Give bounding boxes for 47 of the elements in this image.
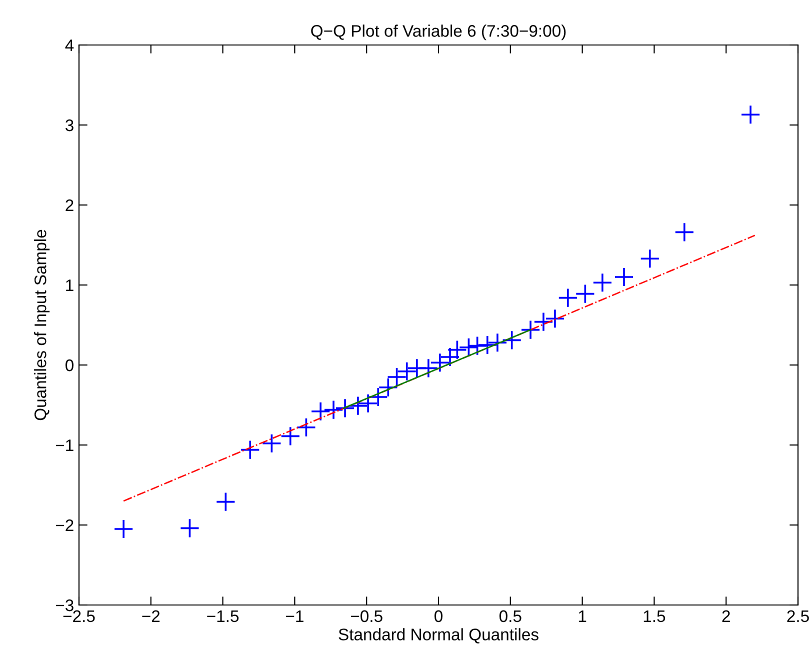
point [558,288,578,308]
point [614,267,634,287]
point [418,358,438,378]
x-tick-label: −0.5 [350,610,382,622]
point [520,320,540,340]
point [180,518,200,538]
point [240,440,260,460]
x-tick-label: 1 [578,610,586,622]
point [280,426,300,446]
x-tick-label: 2.5 [787,610,809,622]
x-tick-label: −1.5 [207,610,239,622]
point [262,433,282,454]
point [640,248,660,269]
y-tick-label: 3 [66,119,74,132]
y-tick-label: 0 [66,359,74,372]
y-tick-label: 4 [65,40,74,52]
point [575,284,596,304]
x-tick-label: −2 [142,610,160,622]
point [674,222,694,242]
point [545,308,565,329]
y-axis-title: Quantiles of Input Sample [34,230,50,420]
point [488,332,508,353]
x-tick-label: 0.5 [499,610,522,622]
point [534,312,554,332]
point [324,400,344,420]
x-tick-label: −1 [286,610,304,622]
y-tick-label: 2 [66,199,74,212]
chart-title: Q−Q Plot of Variable 6 (7:30−9:00) [311,24,566,40]
point [592,272,612,293]
y-tick-label: −2 [56,519,74,532]
x-tick-label: 1.5 [644,610,666,622]
point [348,396,368,416]
point [114,519,134,539]
point [296,417,316,438]
point [502,330,522,350]
point [310,401,331,422]
point [335,398,355,418]
point [477,335,498,355]
y-tick-label: −1 [56,440,74,452]
point [216,492,236,512]
x-axis-title: Standard Normal Quantiles [338,628,538,644]
y-tick-label: −3 [56,599,74,612]
x-tick-label: −2.5 [63,610,95,622]
x-tick-label: 0 [434,610,442,622]
y-tick-label: 1 [66,280,74,292]
point [740,104,760,125]
x-tick-label: 2 [722,610,730,622]
